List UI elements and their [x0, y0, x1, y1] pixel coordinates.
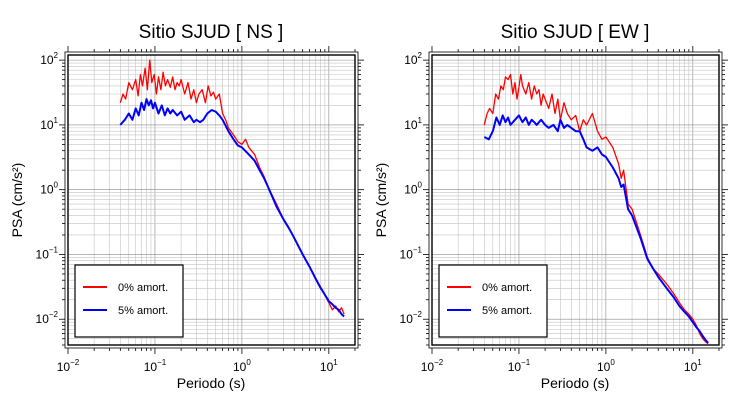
plot-frame [431, 54, 720, 346]
x-tick-label: 10−2 [57, 358, 80, 374]
y-tick-label: 100 [404, 181, 422, 197]
series-line-5pct [119, 98, 345, 318]
x-tick-label: 100 [597, 358, 615, 374]
y-tick-label: 10−1 [36, 245, 59, 261]
y-tick-label: 102 [404, 51, 422, 67]
y-tick-label: 102 [40, 51, 58, 67]
x-tick-label: 10−1 [144, 358, 167, 374]
chart-panel-1: 10−2 10−1 100 101 10−2 10−1 100 101 102 Sitio SJU… [9, 22, 364, 391]
legend: 0% amort. 5% amort. [438, 264, 548, 338]
chart-title: Sitio SJUD [ EW ] [501, 22, 650, 43]
chart-title: Sitio SJUD [ NS ] [139, 22, 284, 43]
y-tick-label: 10−2 [400, 310, 423, 326]
x-axis-label: Periodo (s) [177, 375, 245, 391]
x-tick-label: 10−1 [508, 358, 531, 374]
plot-frame [67, 54, 356, 346]
legend-box [74, 264, 184, 338]
x-tick-label: 10−2 [421, 358, 444, 374]
chart-panel-2: 10−2 10−1 100 101 10−2 10−1 100 101 102 Sitio SJU… [373, 22, 728, 391]
y-tick-label: 10−2 [36, 310, 59, 326]
legend-label: 5% amort. [482, 305, 532, 317]
legend-box [438, 264, 548, 338]
legend: 0% amort. 5% amort. [74, 264, 184, 338]
y-axis-label: PSA (cm/s²) [9, 163, 25, 238]
legend-label: 5% amort. [118, 305, 168, 317]
x-tick-label: 100 [233, 358, 251, 374]
x-tick-label: 101 [684, 358, 702, 374]
legend-label: 0% amort. [118, 282, 168, 294]
series-line-5pct [483, 114, 709, 344]
y-tick-label: 101 [404, 116, 422, 132]
y-tick-label: 101 [40, 116, 58, 132]
x-axis-label: Periodo (s) [541, 375, 609, 391]
y-axis-label: PSA (cm/s²) [373, 163, 389, 238]
y-tick-label: 10−1 [400, 245, 423, 261]
y-tick-label: 100 [40, 181, 58, 197]
series-line-0pct [483, 73, 709, 345]
legend-label: 0% amort. [482, 282, 532, 294]
x-tick-label: 101 [320, 358, 338, 374]
